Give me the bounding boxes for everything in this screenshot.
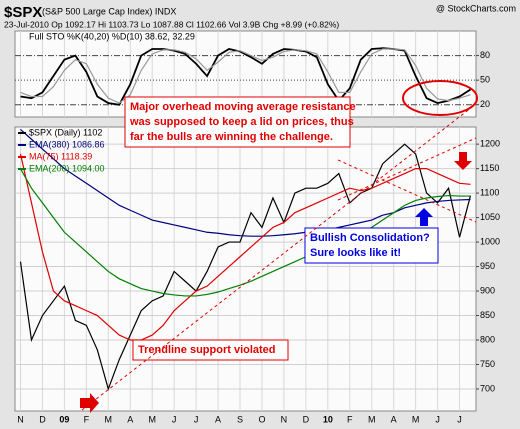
annotation-text: Trendline support violated	[138, 344, 276, 356]
annotation-text: Sure looks like it!	[310, 247, 401, 259]
y-tick-label: 1200	[480, 139, 500, 149]
channel-line	[337, 159, 477, 223]
y-tick-label: 50	[480, 75, 490, 85]
series-line	[19, 153, 471, 341]
x-tick-label: J	[172, 414, 177, 424]
index-name: (S&P 500 Large Cap Index) INDX	[42, 6, 176, 16]
y-tick-label: 750	[480, 359, 495, 369]
x-tick-label: S	[237, 414, 243, 424]
y-tick-label: 1100	[480, 187, 499, 197]
legend-entry: MA(75) 1118.39	[29, 151, 92, 161]
annotations	[80, 80, 478, 413]
channel-line	[337, 137, 477, 201]
x-tick-label: J	[194, 414, 199, 424]
y-tick-label: 800	[480, 334, 495, 344]
y-tick-label: 1000	[480, 236, 500, 246]
series-line	[20, 48, 471, 104]
series-line	[19, 143, 472, 391]
legend-entry: $SPX (Daily) 1102	[29, 127, 102, 137]
highlight-ellipse	[402, 80, 478, 116]
panel-title: Full STO %K(40,20) %D(10) 38.62, 32.29	[29, 31, 195, 41]
x-tick-label: D	[39, 414, 46, 424]
x-tick-label: A	[127, 414, 133, 424]
arrow	[454, 152, 472, 170]
annotation-box	[124, 96, 351, 148]
arrow	[80, 393, 99, 413]
x-tick-label: N	[17, 414, 24, 424]
x-tick-label: M	[412, 414, 420, 424]
y-tick-label: 1050	[480, 212, 500, 222]
x-tick-label: M	[105, 414, 113, 424]
source: @ StockCharts.com	[436, 3, 516, 13]
legend-entry: EMA(380) 1086.86	[29, 139, 105, 149]
x-tick-label: M	[368, 414, 376, 424]
arrow	[415, 208, 433, 226]
trendline	[81, 103, 477, 411]
y-tick-label: 950	[480, 261, 495, 271]
y-tick-label: 20	[480, 99, 490, 109]
y-tick-label: 900	[480, 285, 495, 295]
x-tick-label: O	[258, 414, 265, 424]
x-tick-label: J	[435, 414, 440, 424]
x-tick-label: M	[148, 414, 156, 424]
annotation-text: far the bulls are winning the challenge.	[130, 131, 333, 143]
annotation-box	[304, 227, 439, 264]
y-tick-label: 850	[480, 310, 495, 320]
x-tick-label: F	[347, 414, 353, 424]
y-tick-label: 1150	[480, 163, 499, 173]
x-tick-label: 10	[323, 414, 333, 424]
annotation-text: Major overhead moving average resistance	[130, 101, 356, 113]
x-tick-label: A	[215, 414, 221, 424]
x-tick-label: N	[281, 414, 288, 424]
x-tick-label: 09	[59, 414, 69, 424]
x-tick-label: D	[303, 414, 310, 424]
x-tick-label: J	[457, 414, 462, 424]
annotation-text: was supposed to keep a lid on prices, th…	[129, 116, 354, 128]
quote: 23-Jul-2010 Op 1092.17 Hi 1103.73 Lo 108…	[4, 19, 339, 29]
symbol: $SPX	[4, 4, 42, 21]
y-tick-label: 700	[480, 383, 495, 393]
annotation-text: Bullish Consolidation?	[310, 232, 430, 244]
annotation-box	[132, 339, 289, 361]
x-tick-label: A	[391, 414, 397, 424]
y-tick-label: 80	[480, 50, 490, 60]
x-tick-label: F	[84, 414, 90, 424]
legend-entry: EMA(200) 1094.00	[29, 163, 105, 173]
price-panel	[14, 126, 477, 412]
